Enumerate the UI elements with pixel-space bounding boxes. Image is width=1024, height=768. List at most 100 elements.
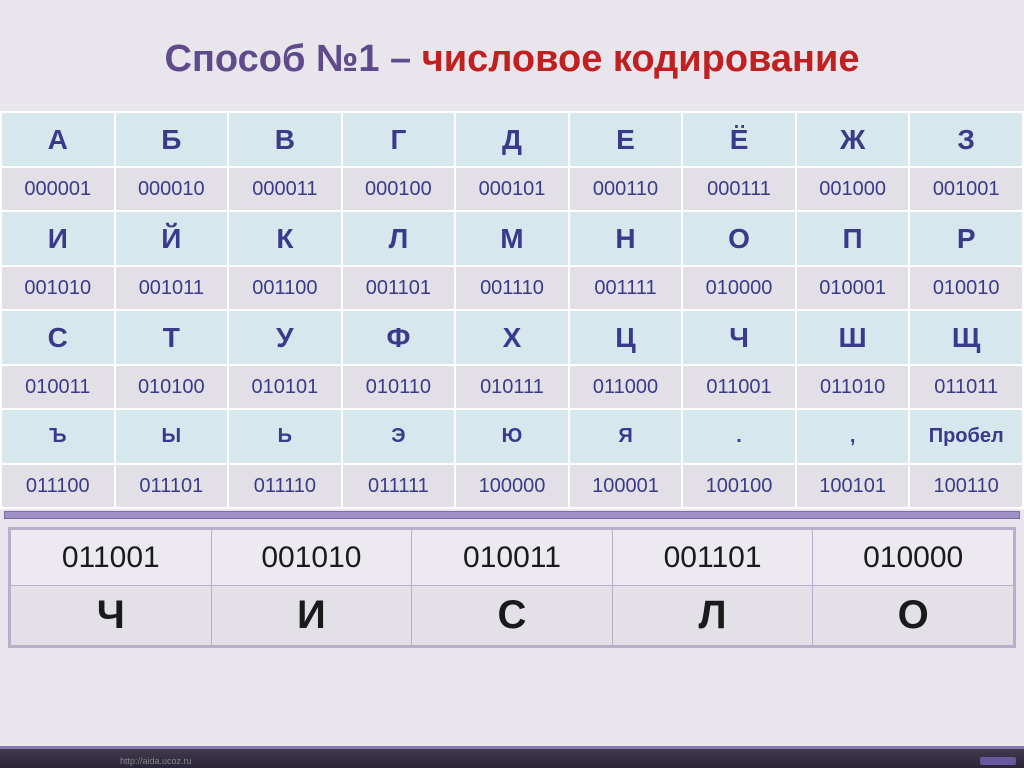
- code-cell: 010111: [455, 365, 569, 409]
- code-cell: 100101: [796, 464, 910, 508]
- letter-cell: Д: [455, 112, 569, 167]
- code-cell: 011111: [342, 464, 456, 508]
- letter-cell: Ь: [228, 409, 342, 464]
- code-cell: 001110: [455, 266, 569, 310]
- letter-cell: А: [1, 112, 115, 167]
- letter-cell: Ц: [569, 310, 683, 365]
- letter-cell: Ф: [342, 310, 456, 365]
- table-row: С Т У Ф Х Ц Ч Ш Щ: [1, 310, 1023, 365]
- code-cell: 000101: [455, 167, 569, 211]
- code-cell: 011000: [569, 365, 683, 409]
- example-block: 011001 001010 010011 001101 010000 Ч И С…: [8, 527, 1016, 648]
- code-cell: 000111: [682, 167, 796, 211]
- code-cell: 001010: [1, 266, 115, 310]
- code-cell: 100100: [682, 464, 796, 508]
- code-cell: 011110: [228, 464, 342, 508]
- code-cell: 011011: [909, 365, 1023, 409]
- letter-cell: Ы: [115, 409, 229, 464]
- example-code-cell: 001010: [211, 530, 412, 586]
- letter-cell: Л: [342, 211, 456, 266]
- slide: Способ №1 – числовое кодирование А Б В Г…: [0, 0, 1024, 768]
- code-cell: 100110: [909, 464, 1023, 508]
- code-cell: 011100: [1, 464, 115, 508]
- example-letter-cell: Ч: [11, 586, 212, 646]
- code-cell: 100001: [569, 464, 683, 508]
- letter-cell: Ъ: [1, 409, 115, 464]
- footer-url: http://aida.ucoz.ru: [120, 756, 192, 766]
- code-cell: 010010: [909, 266, 1023, 310]
- example-letter-cell: И: [211, 586, 412, 646]
- encoding-table: А Б В Г Д Е Ё Ж З 000001 000010 000011 0…: [0, 111, 1024, 509]
- code-cell: 000001: [1, 167, 115, 211]
- letter-cell: Т: [115, 310, 229, 365]
- letter-cell: Н: [569, 211, 683, 266]
- table-row: А Б В Г Д Е Ё Ж З: [1, 112, 1023, 167]
- code-cell: 001100: [228, 266, 342, 310]
- letter-cell: У: [228, 310, 342, 365]
- letter-cell: Х: [455, 310, 569, 365]
- letter-cell: Й: [115, 211, 229, 266]
- letter-cell: Э: [342, 409, 456, 464]
- table-row: 000001 000010 000011 000100 000101 00011…: [1, 167, 1023, 211]
- code-cell: 000011: [228, 167, 342, 211]
- letter-cell: ,: [796, 409, 910, 464]
- code-cell: 001001: [909, 167, 1023, 211]
- letter-cell: Пробел: [909, 409, 1023, 464]
- letter-cell: Ё: [682, 112, 796, 167]
- example-code-cell: 010000: [813, 530, 1014, 586]
- letter-cell: П: [796, 211, 910, 266]
- code-cell: 010101: [228, 365, 342, 409]
- letter-cell: З: [909, 112, 1023, 167]
- letter-cell: Ю: [455, 409, 569, 464]
- slide-title: Способ №1 – числовое кодирование: [0, 0, 1024, 111]
- table-row: Ч И С Л О: [11, 586, 1014, 646]
- code-cell: 000110: [569, 167, 683, 211]
- example-letter-cell: О: [813, 586, 1014, 646]
- letter-cell: С: [1, 310, 115, 365]
- title-part-2: числовое кодирование: [422, 38, 860, 80]
- code-cell: 001011: [115, 266, 229, 310]
- letter-cell: И: [1, 211, 115, 266]
- footer-bar: http://aida.ucoz.ru: [0, 746, 1024, 768]
- letter-cell: Г: [342, 112, 456, 167]
- letter-cell: Ч: [682, 310, 796, 365]
- code-cell: 010001: [796, 266, 910, 310]
- code-cell: 010110: [342, 365, 456, 409]
- table-row: 001010 001011 001100 001101 001110 00111…: [1, 266, 1023, 310]
- letter-cell: К: [228, 211, 342, 266]
- letter-cell: Е: [569, 112, 683, 167]
- example-letter-cell: Л: [612, 586, 813, 646]
- example-letter-cell: С: [412, 586, 613, 646]
- code-cell: 010100: [115, 365, 229, 409]
- example-code-cell: 011001: [11, 530, 212, 586]
- code-cell: 001000: [796, 167, 910, 211]
- example-table: 011001 001010 010011 001101 010000 Ч И С…: [10, 529, 1014, 646]
- divider-bar: [0, 509, 1024, 527]
- letter-cell: Я: [569, 409, 683, 464]
- letter-cell: .: [682, 409, 796, 464]
- table-row: И Й К Л М Н О П Р: [1, 211, 1023, 266]
- letter-cell: Р: [909, 211, 1023, 266]
- code-cell: 010000: [682, 266, 796, 310]
- table-row: 010011 010100 010101 010110 010111 01100…: [1, 365, 1023, 409]
- code-cell: 011101: [115, 464, 229, 508]
- code-cell: 011001: [682, 365, 796, 409]
- title-part-1: Способ №1 –: [165, 38, 422, 80]
- letter-cell: О: [682, 211, 796, 266]
- letter-cell: В: [228, 112, 342, 167]
- code-cell: 100000: [455, 464, 569, 508]
- letter-cell: Ж: [796, 112, 910, 167]
- example-code-cell: 010011: [412, 530, 613, 586]
- letter-cell: Ш: [796, 310, 910, 365]
- code-cell: 001101: [342, 266, 456, 310]
- code-cell: 010011: [1, 365, 115, 409]
- code-cell: 000010: [115, 167, 229, 211]
- letter-cell: Б: [115, 112, 229, 167]
- letter-cell: М: [455, 211, 569, 266]
- code-cell: 011010: [796, 365, 910, 409]
- table-row: 011100 011101 011110 011111 100000 10000…: [1, 464, 1023, 508]
- code-cell: 000100: [342, 167, 456, 211]
- letter-cell: Щ: [909, 310, 1023, 365]
- table-row: 011001 001010 010011 001101 010000: [11, 530, 1014, 586]
- example-code-cell: 001101: [612, 530, 813, 586]
